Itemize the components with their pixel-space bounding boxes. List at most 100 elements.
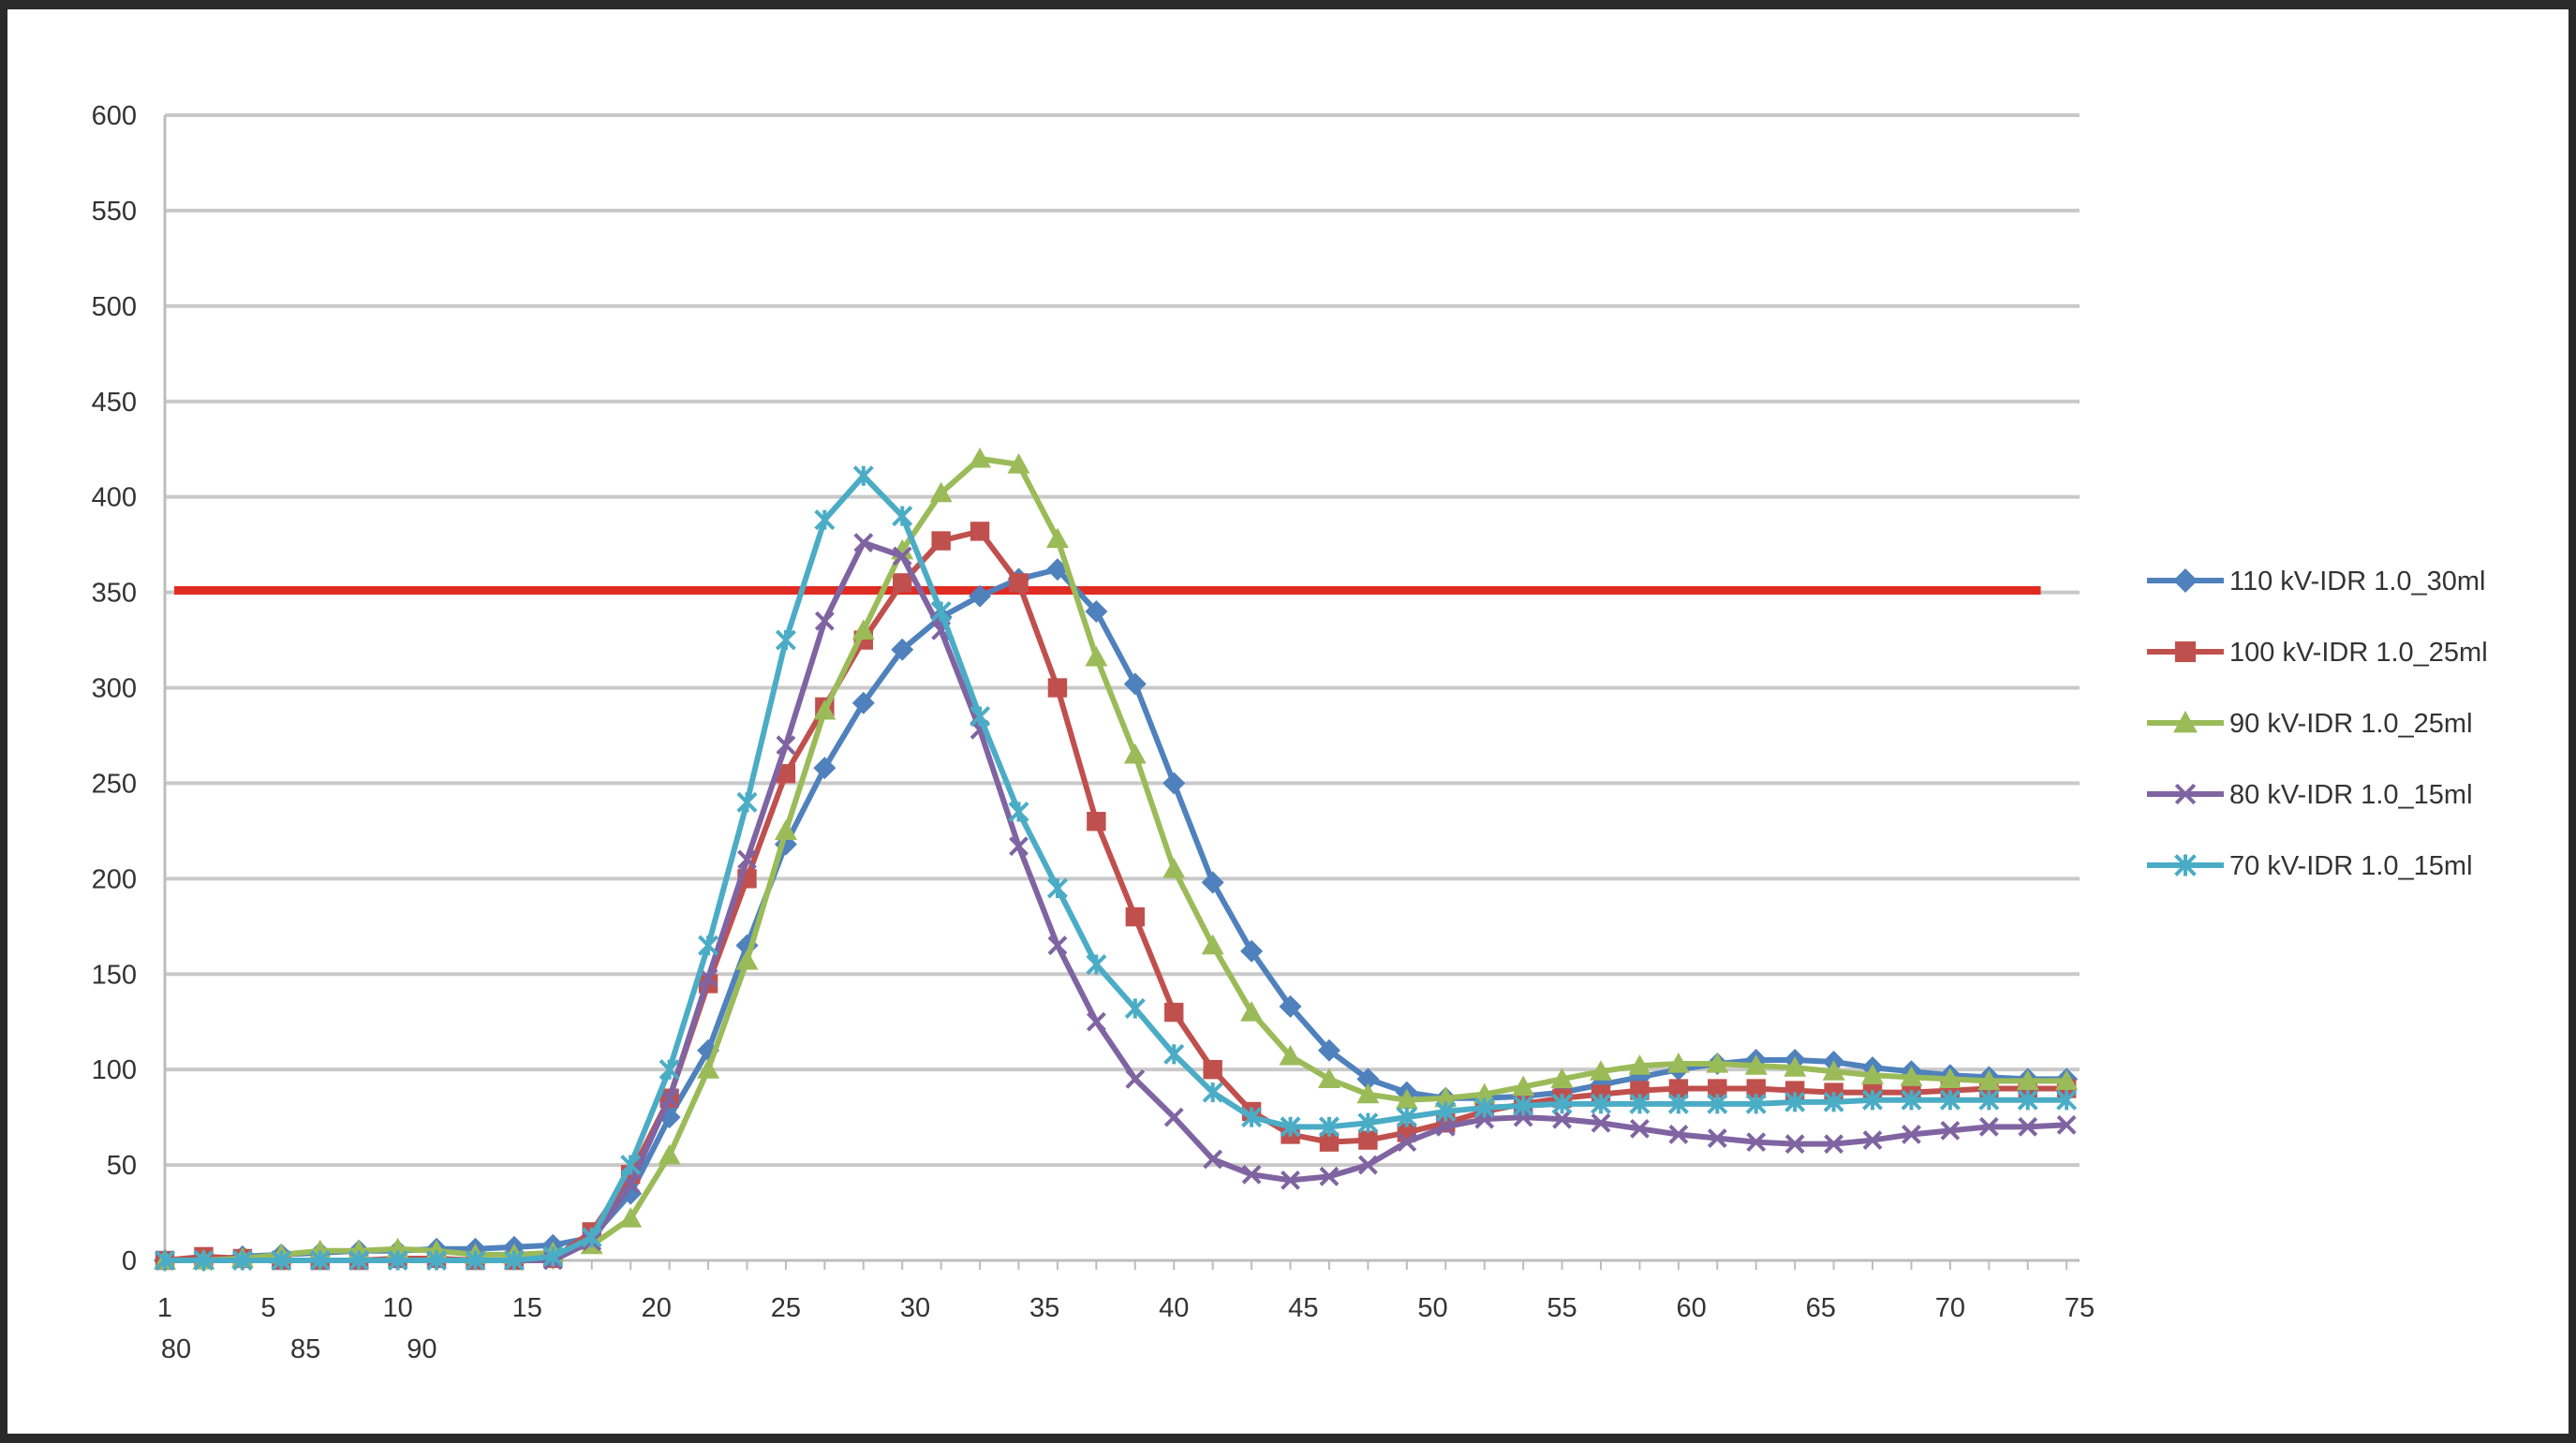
data-point bbox=[1356, 1068, 1380, 1091]
data-point bbox=[1201, 871, 1224, 894]
data-point bbox=[581, 1227, 602, 1248]
y-tick-label: 350 bbox=[92, 579, 137, 609]
data-point bbox=[1319, 1166, 1340, 1186]
data-point bbox=[1435, 1116, 1456, 1137]
data-point bbox=[1434, 1086, 1458, 1108]
data-point bbox=[620, 1155, 642, 1176]
legend-marker bbox=[2174, 854, 2197, 876]
data-point bbox=[1784, 1056, 1807, 1077]
data-point bbox=[1822, 1060, 1845, 1081]
x-tick-label: 65 bbox=[1806, 1293, 1836, 1323]
data-point bbox=[1590, 1060, 1612, 1081]
data-point bbox=[1861, 1064, 1885, 1084]
data-point bbox=[659, 1059, 680, 1081]
data-point bbox=[1978, 1116, 1999, 1137]
data-point bbox=[970, 706, 991, 728]
data-point bbox=[1280, 1116, 1301, 1138]
data-point bbox=[271, 1249, 292, 1272]
data-point bbox=[776, 735, 796, 756]
data-point bbox=[1900, 1066, 1923, 1086]
legend: 110 kV-IDR 1.0_30ml 100 kV-IDR 1.0_25ml 90… bbox=[2147, 567, 2488, 881]
y-tick-label: 450 bbox=[92, 388, 137, 418]
x-tick-label: 40 bbox=[1159, 1293, 1189, 1323]
series-line bbox=[165, 473, 2067, 1263]
x-tick-label: 35 bbox=[1029, 1293, 1059, 1323]
data-point bbox=[1201, 934, 1224, 955]
data-point bbox=[1552, 1109, 1572, 1129]
data-point bbox=[1823, 1091, 1844, 1112]
legend-label: 90 kV-IDR 1.0_25ml bbox=[2229, 709, 2473, 739]
y-tick-label: 50 bbox=[107, 1151, 137, 1181]
data-point bbox=[542, 1245, 564, 1267]
data-point bbox=[1550, 1068, 1574, 1088]
y-tick-label: 150 bbox=[92, 960, 137, 990]
data-point bbox=[1202, 1082, 1223, 1103]
data-point bbox=[736, 791, 758, 813]
data-point bbox=[1784, 1091, 1806, 1112]
data-point bbox=[851, 619, 875, 640]
data-point bbox=[735, 949, 759, 970]
legend-marker bbox=[2174, 641, 2197, 663]
data-point bbox=[1513, 1095, 1534, 1116]
data-point bbox=[1708, 1079, 1727, 1098]
data-point bbox=[658, 1143, 681, 1165]
data-point bbox=[1435, 1100, 1457, 1123]
x-tick-label: 45 bbox=[1288, 1293, 1318, 1323]
data-point bbox=[1473, 1097, 1495, 1118]
data-point bbox=[1397, 1132, 1417, 1153]
data-point bbox=[1241, 1107, 1263, 1128]
legend-label: 70 kV-IDR 1.0_15ml bbox=[2229, 851, 2473, 881]
data-point bbox=[1358, 1130, 1378, 1150]
data-point bbox=[1164, 1002, 1184, 1023]
data-point bbox=[1123, 672, 1147, 696]
data-point bbox=[2018, 1116, 2038, 1137]
data-point bbox=[698, 935, 719, 956]
data-point bbox=[1045, 527, 1069, 549]
data-point bbox=[1938, 1068, 1962, 1088]
x-tick-label: 60 bbox=[1677, 1293, 1707, 1323]
x-tick-label: 5 bbox=[260, 1293, 275, 1323]
x-tick-label: 70 bbox=[1935, 1293, 1965, 1323]
data-point bbox=[1396, 1107, 1417, 1128]
data-point bbox=[1862, 1130, 1883, 1150]
data-point bbox=[503, 1249, 525, 1272]
data-point bbox=[737, 849, 757, 870]
data-point bbox=[2056, 1114, 2077, 1135]
data-point bbox=[774, 819, 797, 840]
legend-entry: 110 kV-IDR 1.0_30ml bbox=[2147, 567, 2486, 596]
series-2 bbox=[155, 522, 2077, 1271]
data-point bbox=[813, 757, 836, 780]
data-point bbox=[970, 522, 990, 541]
data-point bbox=[929, 481, 953, 503]
y-tick-label: 200 bbox=[92, 864, 137, 894]
data-point bbox=[2016, 1069, 2039, 1090]
data-point bbox=[1007, 453, 1030, 474]
data-point bbox=[1319, 1132, 1340, 1152]
x-secondary-tick-label: 85 bbox=[290, 1334, 320, 1364]
data-point bbox=[2056, 1089, 2078, 1111]
data-point bbox=[1668, 1125, 1689, 1144]
legend-label: 100 kV-IDR 1.0_25ml bbox=[2229, 638, 2488, 668]
data-point bbox=[1357, 1155, 1378, 1175]
data-point bbox=[1086, 954, 1107, 976]
data-point bbox=[1123, 743, 1147, 764]
data-point bbox=[1163, 1043, 1185, 1065]
data-point bbox=[1784, 1134, 1805, 1155]
data-point bbox=[1318, 1116, 1340, 1138]
data-point bbox=[1591, 1112, 1611, 1133]
data-point bbox=[1628, 1054, 1651, 1075]
data-point bbox=[1046, 877, 1068, 899]
data-point bbox=[1125, 1068, 1146, 1089]
data-point bbox=[969, 447, 992, 468]
data-point bbox=[154, 1249, 176, 1272]
series-line bbox=[165, 567, 2067, 1263]
chart-frame: 0 50 100 150 200 250 300 350 400 450 500 550 600 1 5 10… bbox=[7, 9, 2569, 1434]
data-point bbox=[1939, 1089, 1961, 1111]
x-secondary-tick-label: 90 bbox=[407, 1334, 437, 1364]
data-point bbox=[1746, 1079, 1766, 1098]
data-point bbox=[1317, 1038, 1340, 1062]
data-point bbox=[426, 1249, 448, 1272]
data-point bbox=[1009, 573, 1029, 593]
